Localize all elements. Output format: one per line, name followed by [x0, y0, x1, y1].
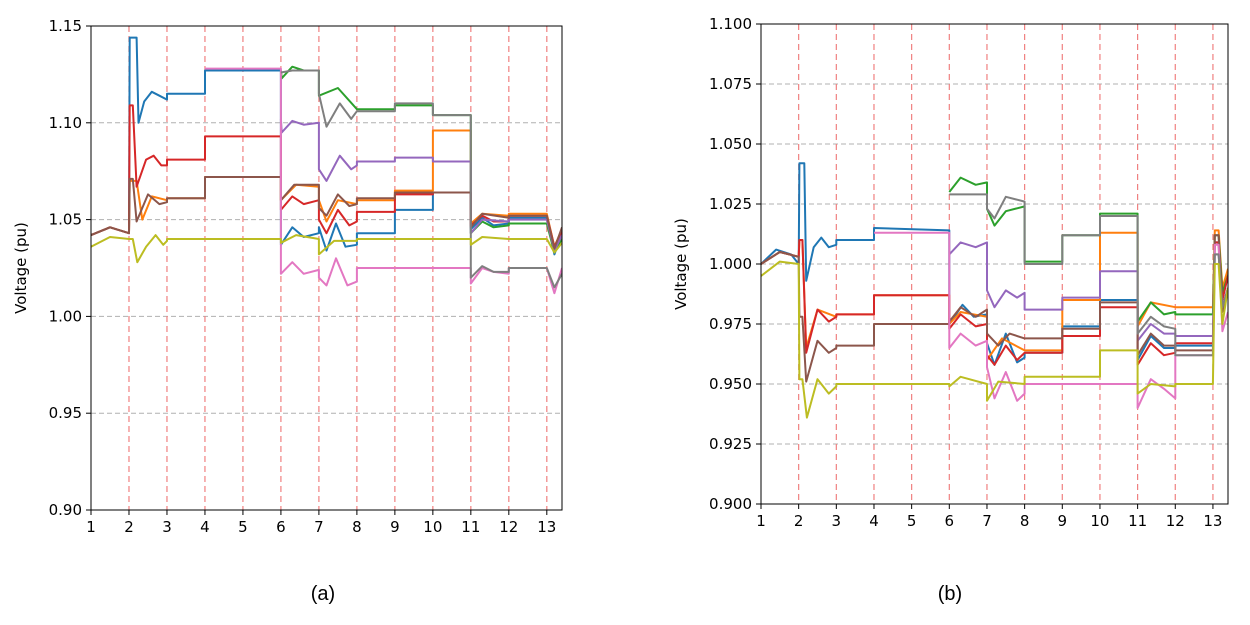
y-axis-label: Voltage (pu) — [12, 222, 30, 314]
x-tick-label: 9 — [390, 518, 400, 536]
y-tick-label: 1.05 — [49, 211, 82, 229]
x-tick-label: 8 — [1020, 512, 1030, 530]
panel-caption: (a) — [311, 583, 335, 605]
x-tick-label: 2 — [124, 518, 134, 536]
series-line-9 — [761, 260, 1228, 419]
x-tick-label: 12 — [1166, 512, 1185, 530]
y-tick-label: 0.90 — [49, 501, 82, 519]
y-tick-label: 1.100 — [709, 15, 752, 33]
x-tick-label: 4 — [869, 512, 879, 530]
x-tick-label: 11 — [1128, 512, 1147, 530]
y-tick-label: 1.050 — [709, 135, 752, 153]
y-tick-label: 0.95 — [49, 404, 82, 422]
y-tick-label: 1.10 — [49, 114, 82, 132]
series-line-4 — [761, 239, 1228, 366]
x-tick-label: 11 — [461, 518, 480, 536]
series-line-9 — [91, 234, 562, 264]
y-tick-label: 1.000 — [709, 255, 752, 273]
x-tick-label: 13 — [1203, 512, 1222, 530]
y-tick-label: 1.025 — [709, 195, 752, 213]
y-tick-label: 0.950 — [709, 375, 752, 393]
x-tick-label: 10 — [1090, 512, 1109, 530]
y-tick-label: 0.975 — [709, 315, 752, 333]
y-tick-label: 1.00 — [49, 307, 82, 325]
y-tick-label: 1.15 — [49, 17, 82, 35]
series-line-6 — [91, 176, 562, 250]
x-tick-label: 2 — [794, 512, 804, 530]
series-group — [91, 36, 562, 295]
x-tick-label: 12 — [499, 518, 518, 536]
plot-frame — [90, 25, 563, 511]
x-tick-label: 9 — [1058, 512, 1068, 530]
x-tick-label: 5 — [238, 518, 248, 536]
chart-panel-a: 0.900.951.001.051.101.151 2 3 4 5 6 7 8 9 10 11 12 1… — [12, 17, 563, 605]
x-tick-label: 3 — [162, 518, 172, 536]
x-tick-label: 1 — [86, 518, 96, 536]
x-tick-label: 3 — [832, 512, 842, 530]
y-tick-label: 1.075 — [709, 75, 752, 93]
chart-panel-b: 0.900 0.925 0.950 0.975 1.000 1.025 1.050 1.075… — [672, 15, 1229, 605]
x-tick-label: 10 — [423, 518, 442, 536]
series-line-4 — [91, 104, 562, 248]
x-tick-label: 7 — [314, 518, 324, 536]
series-line-3 — [279, 65, 562, 254]
panel-caption: (b) — [938, 583, 962, 605]
x-tick-label: 1 — [756, 512, 766, 530]
x-tick-label: 4 — [200, 518, 210, 536]
series-line-5 — [279, 118, 562, 252]
x-tick-label: 13 — [537, 518, 556, 536]
series-line-2 — [91, 129, 562, 248]
x-tick-label: 5 — [907, 512, 917, 530]
x-tick-label: 7 — [982, 512, 992, 530]
x-tick-label: 6 — [276, 518, 286, 536]
x-tick-label: 6 — [945, 512, 955, 530]
y-axis-label: Voltage (pu) — [672, 218, 690, 310]
series-line-1 — [91, 36, 562, 256]
y-tick-label: 0.925 — [709, 435, 752, 453]
y-tick-label: 0.900 — [709, 495, 752, 513]
x-tick-label: 8 — [352, 518, 362, 536]
series-group — [761, 162, 1228, 419]
series-line-8 — [280, 69, 562, 289]
